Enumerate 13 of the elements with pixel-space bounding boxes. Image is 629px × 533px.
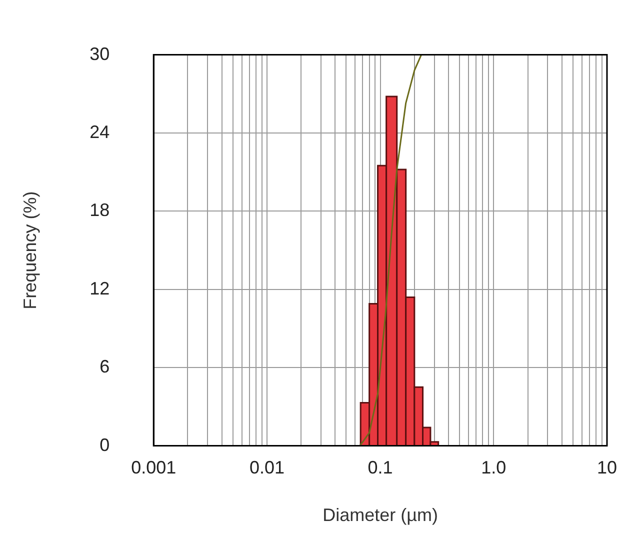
x-tick-label: 0.01: [249, 458, 284, 478]
x-axis-title: Diameter (µm): [322, 505, 438, 526]
y-tick-label: 24: [90, 122, 110, 142]
x-tick-label: 10: [596, 458, 618, 478]
y-tick-label: 6: [100, 356, 110, 377]
y-tick-label: 18: [90, 200, 110, 220]
y-tick-label: 30: [90, 44, 110, 64]
x-tick-label: 0.1: [368, 458, 393, 478]
x-tick-label: 0.001: [131, 458, 176, 478]
y-tick-label: 12: [90, 278, 110, 298]
y-axis-title: Frequency (%): [20, 191, 40, 310]
y-tick-label: 0: [100, 434, 110, 455]
x-tick-label: 1.0: [481, 458, 506, 478]
